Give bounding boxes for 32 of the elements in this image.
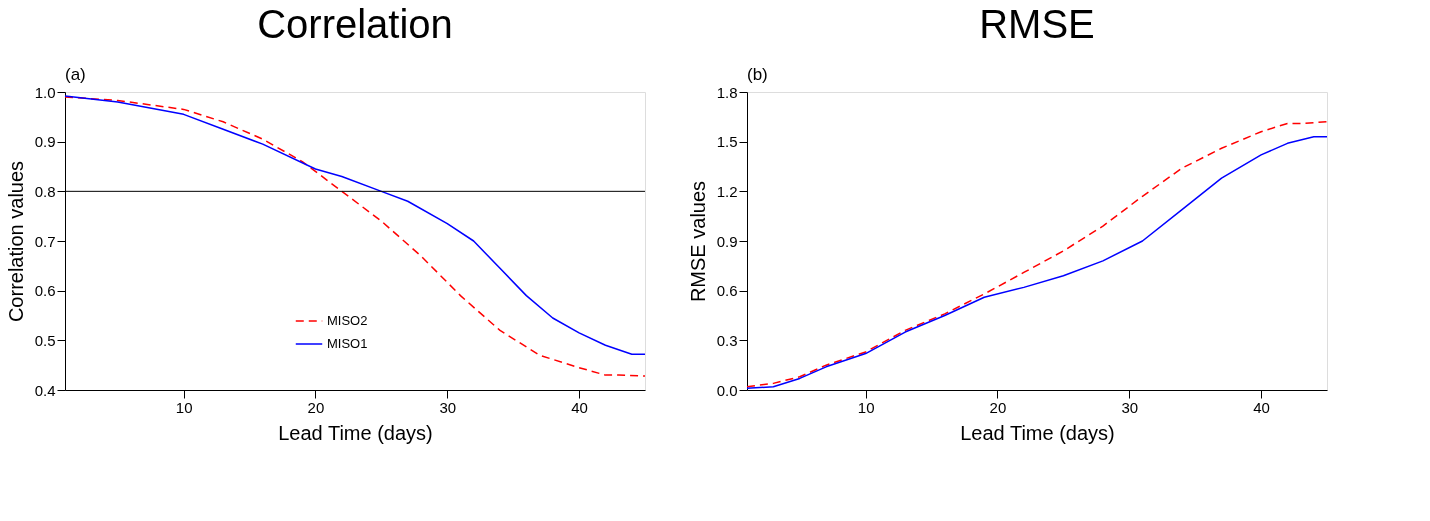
chart-title: RMSE — [979, 2, 1095, 46]
y-tick-label: 0.6 — [716, 282, 738, 300]
y-tick-label: 1.0 — [34, 83, 56, 101]
legend-label: MISO2 — [327, 313, 368, 328]
y-tick-label: 0.3 — [716, 331, 738, 349]
y-tick-label: 0.5 — [34, 331, 56, 349]
y-tick-label: 1.2 — [716, 182, 738, 200]
x-axis-title: Lead Time (days) — [278, 421, 433, 444]
y-axis-title: RMSE values — [686, 180, 709, 303]
chart-title: Correlation — [257, 2, 453, 46]
legend-label: MISO1 — [327, 336, 368, 351]
y-tick-label: 1.8 — [716, 83, 738, 101]
x-tick-label: 40 — [571, 398, 588, 416]
text: (a) — [65, 65, 86, 84]
text: (b) — [747, 65, 768, 84]
y-tick-label: 0.8 — [34, 182, 56, 200]
y-tick-label: 0.6 — [34, 282, 56, 300]
x-tick-label: 40 — [1253, 398, 1270, 416]
x-tick-label: 30 — [439, 398, 457, 416]
x-tick-label: 20 — [307, 398, 325, 416]
y-tick-label: 0.7 — [34, 232, 56, 250]
y-tick-label: 1.5 — [716, 133, 738, 151]
y-axis-title: Correlation values — [4, 160, 27, 323]
x-axis-title: Lead Time (days) — [960, 421, 1115, 444]
x-tick-label: 20 — [989, 398, 1007, 416]
y-tick-label: 0.0 — [716, 381, 738, 399]
x-tick-label: 10 — [175, 398, 193, 416]
y-tick-label: 0.9 — [716, 232, 738, 250]
x-tick-label: 10 — [857, 398, 875, 416]
y-tick-label: 0.4 — [34, 381, 56, 399]
x-tick-label: 30 — [1121, 398, 1139, 416]
y-tick-label: 0.9 — [34, 133, 56, 151]
